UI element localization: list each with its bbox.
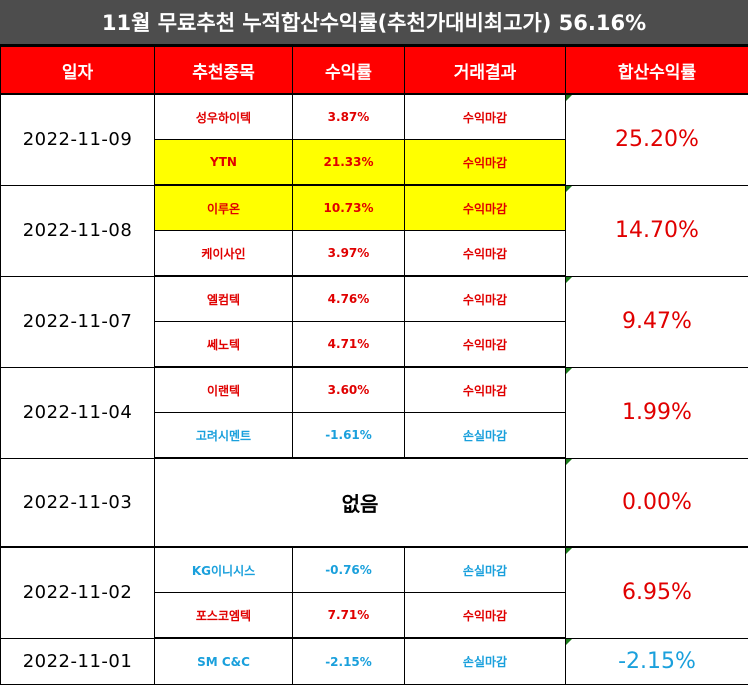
table-header-row: 일자 추천종목 수익률 거래결과 합산수익률 bbox=[1, 47, 748, 95]
stock-cell: 케이사인 bbox=[155, 231, 293, 277]
date-cell: 2022-11-01 bbox=[1, 638, 155, 685]
result-cell: 수익마감 bbox=[405, 593, 566, 639]
no-recommendation-cell: 없음 bbox=[155, 458, 566, 547]
rate-cell: 10.73% bbox=[293, 185, 405, 231]
result-cell: 손실마감 bbox=[405, 638, 566, 685]
date-cell: 2022-11-09 bbox=[1, 94, 155, 185]
date-cell: 2022-11-03 bbox=[1, 458, 155, 547]
table-row: 2022-11-01 SM C&C -2.15% 손실마감 -2.15% bbox=[1, 638, 748, 685]
total-cell: 1.99% bbox=[566, 367, 748, 458]
header-stock: 추천종목 bbox=[155, 47, 293, 95]
stock-cell: KG이니시스 bbox=[155, 547, 293, 593]
result-cell: 수익마감 bbox=[405, 185, 566, 231]
table-row: 2022-11-08 이루온 10.73% 수익마감 14.70% bbox=[1, 185, 748, 231]
rate-cell: 4.71% bbox=[293, 322, 405, 368]
total-cell: 25.20% bbox=[566, 94, 748, 185]
date-cell: 2022-11-08 bbox=[1, 185, 155, 276]
rate-cell: 4.76% bbox=[293, 276, 405, 322]
rate-cell: 7.71% bbox=[293, 593, 405, 639]
stock-cell: 이루온 bbox=[155, 185, 293, 231]
rate-cell: 3.60% bbox=[293, 367, 405, 413]
rate-cell: 3.97% bbox=[293, 231, 405, 277]
header-date: 일자 bbox=[1, 47, 155, 95]
page-title: 11월 무료추천 누적합산수익률(추천가대비최고가) 56.16% bbox=[0, 0, 748, 46]
result-cell: 수익마감 bbox=[405, 140, 566, 186]
total-cell: 14.70% bbox=[566, 185, 748, 276]
table-row: 2022-11-02 KG이니시스 -0.76% 손실마감 6.95% bbox=[1, 547, 748, 593]
header-result: 거래결과 bbox=[405, 47, 566, 95]
result-cell: 수익마감 bbox=[405, 367, 566, 413]
stock-cell: 엘컴텍 bbox=[155, 276, 293, 322]
results-table: 일자 추천종목 수익률 거래결과 합산수익률 2022-11-09 성우하이텍 … bbox=[0, 46, 748, 685]
total-cell: 0.00% bbox=[566, 458, 748, 547]
rate-cell: -2.15% bbox=[293, 638, 405, 685]
result-cell: 수익마감 bbox=[405, 276, 566, 322]
rate-cell: 21.33% bbox=[293, 140, 405, 186]
stock-cell: SM C&C bbox=[155, 638, 293, 685]
date-cell: 2022-11-02 bbox=[1, 547, 155, 638]
date-cell: 2022-11-07 bbox=[1, 276, 155, 367]
table-row: 2022-11-04 이랜텍 3.60% 수익마감 1.99% bbox=[1, 367, 748, 413]
result-cell: 손실마감 bbox=[405, 547, 566, 593]
stock-cell: 쎄노텍 bbox=[155, 322, 293, 368]
total-cell: 6.95% bbox=[566, 547, 748, 638]
stock-cell: 이랜텍 bbox=[155, 367, 293, 413]
date-cell: 2022-11-04 bbox=[1, 367, 155, 458]
rate-cell: -0.76% bbox=[293, 547, 405, 593]
rate-cell: 3.87% bbox=[293, 94, 405, 140]
result-cell: 수익마감 bbox=[405, 322, 566, 368]
result-cell: 수익마감 bbox=[405, 231, 566, 277]
stock-cell: YTN bbox=[155, 140, 293, 186]
table-row: 2022-11-03 없음 0.00% bbox=[1, 458, 748, 547]
table-row: 2022-11-09 성우하이텍 3.87% 수익마감 25.20% bbox=[1, 94, 748, 140]
stock-cell: 포스코엠텍 bbox=[155, 593, 293, 639]
result-cell: 손실마감 bbox=[405, 413, 566, 459]
table-row: 2022-11-07 엘컴텍 4.76% 수익마감 9.47% bbox=[1, 276, 748, 322]
total-cell: -2.15% bbox=[566, 638, 748, 685]
header-rate: 수익률 bbox=[293, 47, 405, 95]
stock-cell: 고려시멘트 bbox=[155, 413, 293, 459]
rate-cell: -1.61% bbox=[293, 413, 405, 459]
total-cell: 9.47% bbox=[566, 276, 748, 367]
stock-cell: 성우하이텍 bbox=[155, 94, 293, 140]
header-total: 합산수익률 bbox=[566, 47, 748, 95]
result-cell: 수익마감 bbox=[405, 94, 566, 140]
